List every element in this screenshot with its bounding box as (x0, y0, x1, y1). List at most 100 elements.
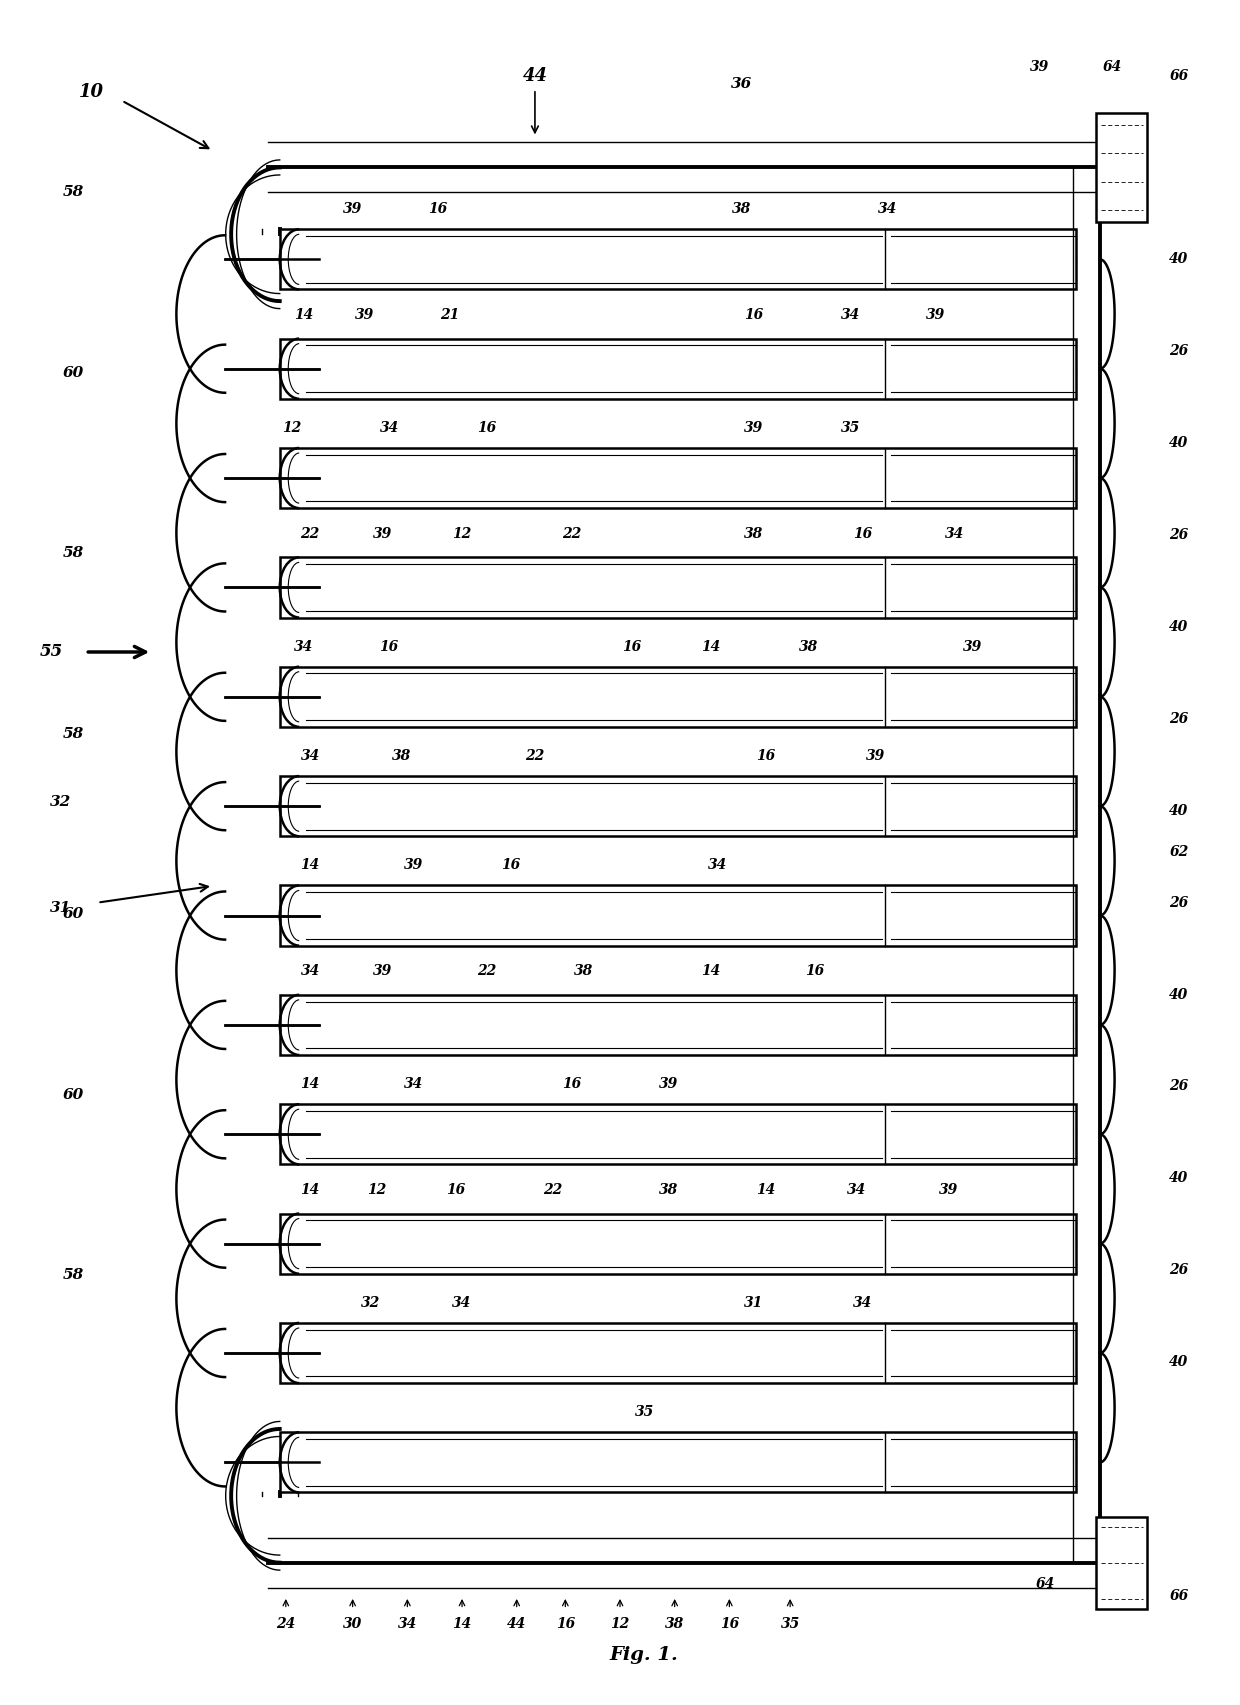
Text: 60: 60 (62, 1088, 84, 1101)
Text: 34: 34 (300, 965, 320, 979)
Text: 38: 38 (732, 203, 751, 217)
Text: 26: 26 (1169, 711, 1189, 726)
Bar (1096, 113, 1147, 222)
Text: 44: 44 (522, 66, 547, 85)
Text: 12: 12 (453, 527, 471, 540)
Text: 26: 26 (1169, 1263, 1189, 1277)
Bar (280, 1214, 1075, 1274)
Text: 12: 12 (283, 421, 301, 435)
Text: 58: 58 (62, 1269, 84, 1282)
Text: 64: 64 (1102, 60, 1122, 75)
Bar (280, 885, 1075, 946)
Text: 34: 34 (453, 1296, 471, 1309)
Bar (280, 1105, 1075, 1165)
Text: 60: 60 (62, 907, 84, 921)
Text: 24: 24 (277, 1618, 295, 1632)
Text: 16: 16 (805, 965, 825, 979)
Text: 26: 26 (1169, 344, 1189, 358)
Text: 34: 34 (841, 309, 861, 322)
Text: Fig. 1.: Fig. 1. (610, 1645, 678, 1664)
Text: 34: 34 (379, 421, 399, 435)
Text: 64: 64 (1035, 1577, 1055, 1591)
Text: 38: 38 (392, 748, 410, 764)
Bar (280, 994, 1075, 1055)
Text: 10: 10 (79, 84, 104, 101)
Text: 14: 14 (702, 965, 720, 979)
Text: 39: 39 (744, 421, 764, 435)
Text: 34: 34 (853, 1296, 873, 1309)
Text: 40: 40 (1169, 621, 1189, 634)
Text: 14: 14 (756, 1183, 775, 1197)
Text: 14: 14 (453, 1618, 471, 1632)
Text: 40: 40 (1169, 987, 1189, 1001)
Text: 34: 34 (847, 1183, 867, 1197)
Text: 39: 39 (373, 527, 393, 540)
Text: 38: 38 (574, 965, 593, 979)
Bar (280, 228, 1075, 290)
Text: 40: 40 (1169, 252, 1189, 266)
Text: 31: 31 (744, 1296, 764, 1309)
Text: 22: 22 (300, 527, 320, 540)
Text: 22: 22 (526, 748, 544, 764)
Text: 16: 16 (476, 421, 496, 435)
Text: 16: 16 (756, 748, 775, 764)
Text: 34: 34 (398, 1618, 417, 1632)
Bar (1096, 1517, 1147, 1608)
Text: 26: 26 (1169, 1079, 1189, 1093)
Text: 38: 38 (665, 1618, 684, 1632)
Text: 58: 58 (62, 726, 84, 742)
Text: 38: 38 (799, 639, 818, 653)
Text: 39: 39 (926, 309, 946, 322)
Bar (280, 776, 1075, 835)
Bar (280, 448, 1075, 508)
Text: 30: 30 (343, 1618, 362, 1632)
Text: 38: 38 (658, 1183, 678, 1197)
Text: 16: 16 (501, 858, 521, 873)
Text: 40: 40 (1169, 1355, 1189, 1369)
Text: 22: 22 (476, 965, 496, 979)
Text: 16: 16 (744, 309, 764, 322)
Text: 35: 35 (635, 1405, 653, 1419)
Text: 34: 34 (300, 748, 320, 764)
Text: 16: 16 (556, 1618, 575, 1632)
Text: 22: 22 (562, 527, 582, 540)
Text: 16: 16 (562, 1078, 582, 1091)
Text: 14: 14 (294, 309, 314, 322)
Text: 32: 32 (51, 795, 72, 810)
Bar (280, 558, 1075, 617)
Text: 34: 34 (878, 203, 897, 217)
Text: 40: 40 (1169, 436, 1189, 450)
Text: 35: 35 (841, 421, 861, 435)
Text: 16: 16 (379, 639, 399, 653)
Text: 16: 16 (719, 1618, 739, 1632)
Text: 39: 39 (962, 639, 982, 653)
Text: 66: 66 (1169, 68, 1189, 82)
Bar (280, 667, 1075, 726)
Text: 39: 39 (404, 858, 423, 873)
Text: 34: 34 (294, 639, 314, 653)
Text: 16: 16 (853, 527, 873, 540)
Text: 58: 58 (62, 546, 84, 561)
Text: 14: 14 (300, 858, 320, 873)
Text: 16: 16 (428, 203, 448, 217)
Text: 39: 39 (373, 965, 393, 979)
Text: 14: 14 (702, 639, 720, 653)
Text: 14: 14 (300, 1183, 320, 1197)
Text: 66: 66 (1169, 1589, 1189, 1603)
Text: 39: 39 (343, 203, 362, 217)
Text: 14: 14 (300, 1078, 320, 1091)
Text: 60: 60 (62, 367, 84, 380)
Text: 39: 39 (939, 1183, 957, 1197)
Text: 58: 58 (62, 186, 84, 199)
Text: 32: 32 (361, 1296, 381, 1309)
Bar (280, 339, 1075, 399)
Bar (280, 1432, 1075, 1492)
Text: 44: 44 (507, 1618, 526, 1632)
Text: 39: 39 (355, 309, 374, 322)
Text: 12: 12 (610, 1618, 630, 1632)
Text: 55: 55 (40, 643, 63, 660)
Text: 21: 21 (440, 309, 460, 322)
Text: 34: 34 (708, 858, 727, 873)
Text: 39: 39 (658, 1078, 678, 1091)
Text: 38: 38 (744, 527, 764, 540)
